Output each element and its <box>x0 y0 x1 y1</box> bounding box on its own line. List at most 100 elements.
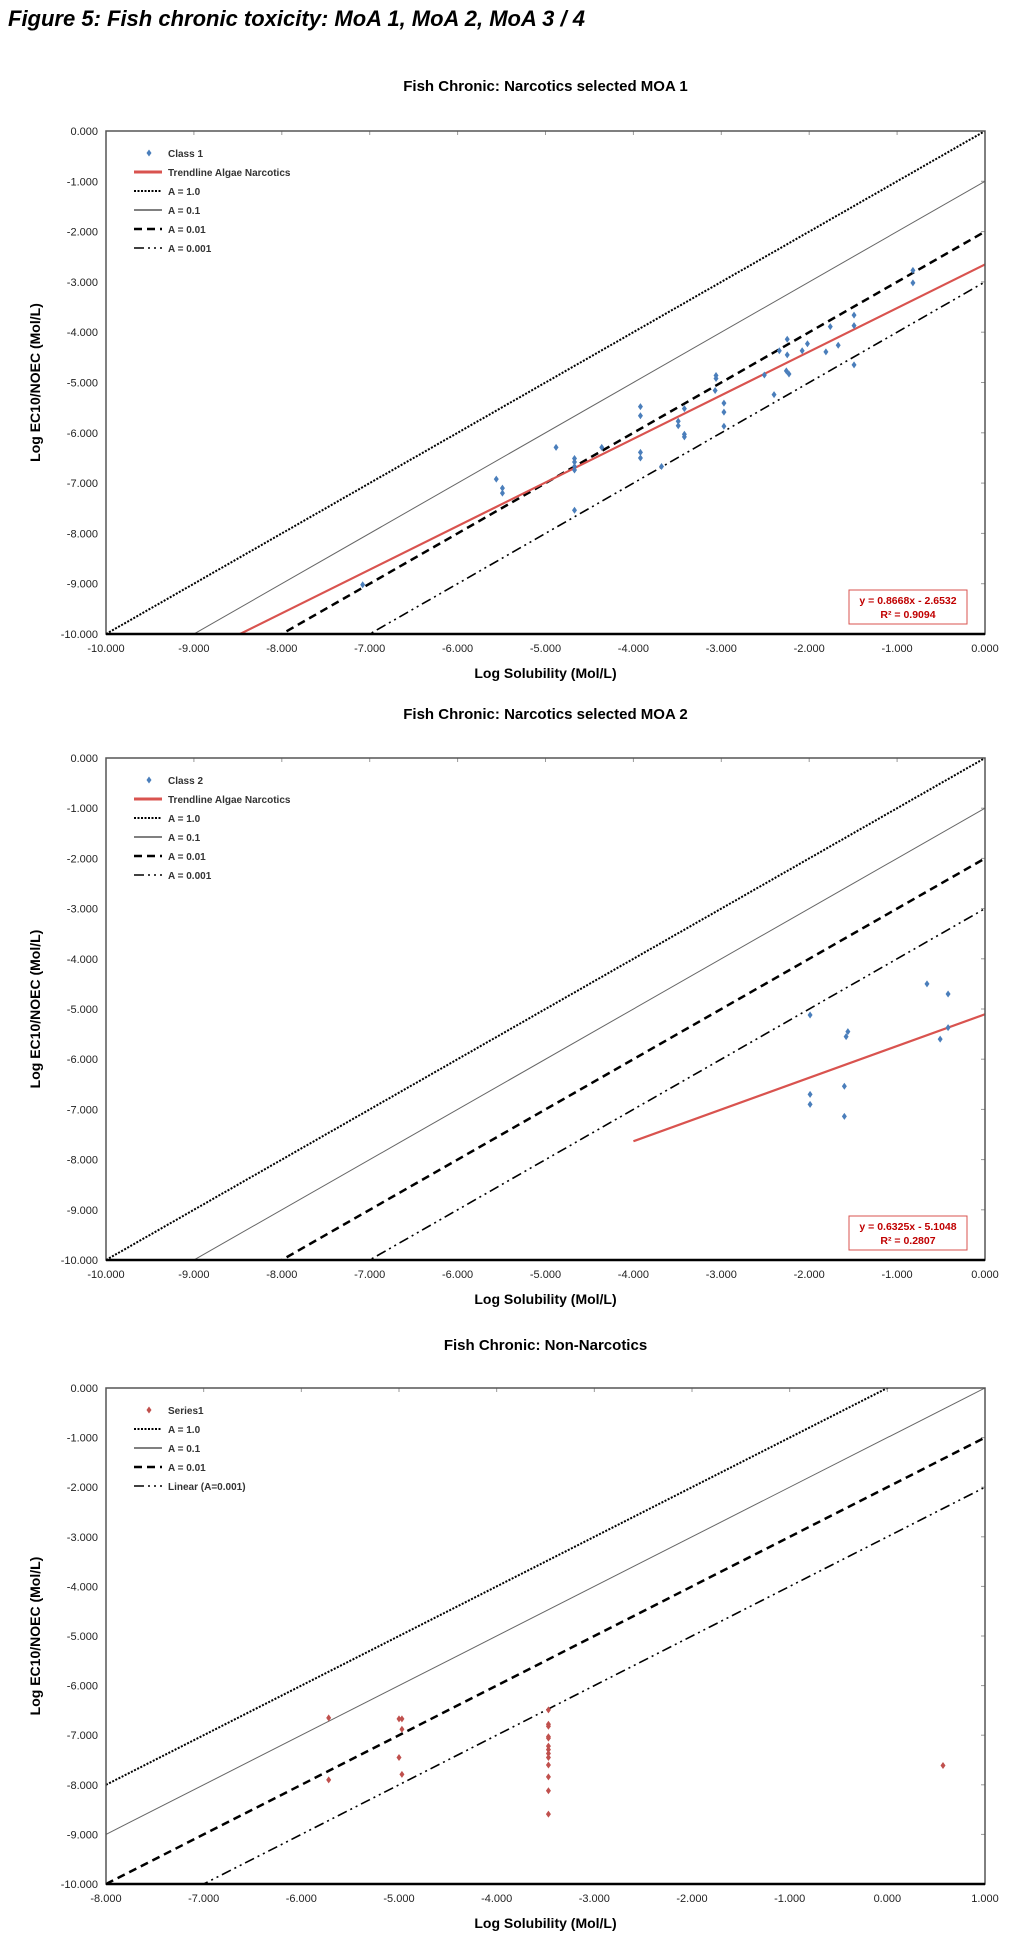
data-point <box>721 408 727 416</box>
data-point <box>851 361 857 369</box>
reference-line-1 <box>106 758 985 1260</box>
x-tick-label: -5.000 <box>383 1893 414 1905</box>
y-tick-label: -7.000 <box>67 1104 98 1116</box>
data-point <box>545 1706 551 1714</box>
x-tick-label: -8.000 <box>90 1893 121 1905</box>
data-point <box>637 448 643 456</box>
data-point <box>841 1112 847 1120</box>
legend-label: A = 0.01 <box>168 852 206 863</box>
data-point <box>804 340 810 348</box>
x-tick-label: -1.000 <box>881 643 912 655</box>
legend-label: A = 1.0 <box>168 1425 201 1436</box>
data-point <box>681 405 687 413</box>
reference-line-2 <box>106 1388 985 1835</box>
y-tick-label: -2.000 <box>67 853 98 865</box>
x-tick-label: -8.000 <box>266 1269 297 1281</box>
trendline-r2: R² = 0.2807 <box>880 1235 935 1247</box>
y-tick-label: 0.000 <box>70 1383 98 1395</box>
x-tick-label: 0.000 <box>971 1269 999 1281</box>
x-tick-label: -7.000 <box>354 1269 385 1281</box>
chart-3: Fish Chronic: Non-Narcotics -8.000 -7.000 -… <box>27 1337 999 1931</box>
x-tick-label: -9.000 <box>178 1269 209 1281</box>
data-point <box>712 387 718 395</box>
data-point <box>681 433 687 441</box>
trendline-r2: R² = 0.9094 <box>880 609 935 621</box>
x-tick-label: -1.000 <box>774 1893 805 1905</box>
y-tick-label: -3.000 <box>67 1532 98 1544</box>
data-point <box>940 1761 946 1769</box>
data-point <box>493 475 499 483</box>
x-tick-label: -4.000 <box>618 643 649 655</box>
data-point <box>835 341 841 349</box>
data-point <box>784 351 790 359</box>
chart-1: Fish Chronic: Narcotics selected MOA 1 -1… <box>27 78 999 681</box>
legend-marker-icon <box>146 1406 152 1414</box>
y-tick-label: -1.000 <box>67 803 98 815</box>
data-point <box>545 1810 551 1818</box>
y-tick-label: -10.000 <box>61 1879 98 1891</box>
y-tick-label: -8.000 <box>67 1780 98 1792</box>
data-point <box>675 422 681 430</box>
x-tick-label: -1.000 <box>881 1269 912 1281</box>
data-point <box>776 347 782 355</box>
data-point <box>545 1746 551 1754</box>
chart-title: Fish Chronic: Narcotics selected MOA 1 <box>403 78 688 95</box>
legend-label: A = 0.001 <box>168 244 212 255</box>
y-tick-label: -7.000 <box>67 478 98 490</box>
legend-label: Series1 <box>168 1406 204 1417</box>
data-point <box>545 1773 551 1781</box>
reference-line-3 <box>106 1436 985 1884</box>
reference-line-3 <box>279 857 985 1260</box>
y-tick-label: -10.000 <box>61 629 98 641</box>
data-point <box>675 417 681 425</box>
data-point <box>572 454 578 462</box>
legend-label: Class 1 <box>168 149 203 160</box>
y-tick-label: -2.000 <box>67 1482 98 1494</box>
y-tick-label: -6.000 <box>67 1681 98 1693</box>
legend-label: A = 1.0 <box>168 814 201 825</box>
legend-label: Trendline Algae Narcotics <box>168 795 291 806</box>
y-tick-label: -7.000 <box>67 1730 98 1742</box>
trendline <box>633 1013 985 1143</box>
legend-label: A = 1.0 <box>168 187 201 198</box>
trendline-equation: y = 0.6325x - 5.1048 <box>859 1221 956 1233</box>
reference-line-2 <box>192 180 985 634</box>
data-point <box>845 1028 851 1036</box>
y-tick-label: -6.000 <box>67 428 98 440</box>
data-point <box>843 1033 849 1041</box>
data-point <box>545 1761 551 1769</box>
data-point <box>784 335 790 343</box>
x-tick-label: -3.000 <box>706 1269 737 1281</box>
data-point <box>910 279 916 287</box>
reference-line-4 <box>368 907 985 1260</box>
plot-area <box>106 1388 985 1884</box>
legend-label: Trendline Algae Narcotics <box>168 168 291 179</box>
y-tick-label: -9.000 <box>67 579 98 591</box>
legend-label: Linear (A=0.001) <box>168 1482 246 1493</box>
trendline-equation: y = 0.8668x - 2.6532 <box>859 595 956 607</box>
data-point <box>771 391 777 399</box>
data-point <box>326 1714 332 1722</box>
y-tick-label: 0.000 <box>70 753 98 765</box>
chart-2: Fish Chronic: Narcotics selected MOA 2 -1… <box>27 706 999 1307</box>
x-tick-label: -7.000 <box>354 643 385 655</box>
data-point <box>851 311 857 319</box>
data-point <box>572 466 578 474</box>
x-tick-label: -6.000 <box>286 1893 317 1905</box>
chart-title: Fish Chronic: Non-Narcotics <box>444 1337 647 1354</box>
data-point <box>396 1754 402 1762</box>
x-tick-label: -4.000 <box>481 1893 512 1905</box>
x-tick-label: 0.000 <box>971 643 999 655</box>
data-point <box>545 1754 551 1762</box>
data-point <box>945 990 951 998</box>
x-tick-label: -5.000 <box>530 643 561 655</box>
data-point <box>545 1722 551 1730</box>
data-point <box>799 347 805 355</box>
data-point <box>360 581 366 589</box>
y-tick-label: -5.000 <box>67 378 98 390</box>
data-point <box>841 1082 847 1090</box>
legend-marker-icon <box>146 776 152 784</box>
y-tick-label: -1.000 <box>67 1433 98 1445</box>
